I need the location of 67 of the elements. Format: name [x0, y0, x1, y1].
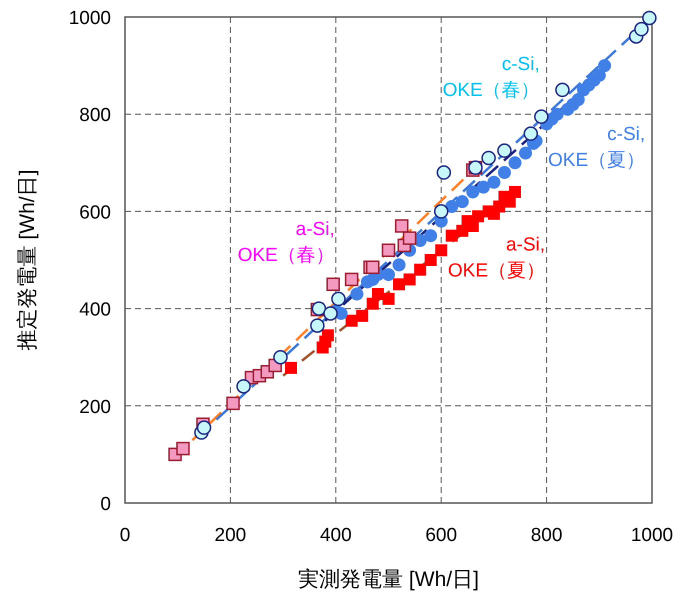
point — [322, 329, 334, 342]
point — [481, 150, 496, 166]
point — [356, 310, 368, 322]
point — [519, 146, 532, 160]
y-tick-label: 400 — [79, 300, 111, 321]
point — [402, 231, 416, 245]
x-tick-label: 400 — [320, 525, 352, 546]
point — [344, 272, 358, 286]
x-axis-title: 実測発電量 [Wh/日] — [298, 568, 479, 591]
point — [476, 180, 490, 194]
y-tick-label: 800 — [79, 105, 111, 126]
point — [350, 288, 364, 301]
point — [534, 109, 549, 124]
x-tick-label: 800 — [530, 525, 562, 546]
x-tick-label: 600 — [425, 525, 458, 546]
point — [446, 230, 458, 242]
point — [508, 156, 522, 170]
point — [331, 292, 346, 306]
point — [393, 278, 406, 290]
point — [456, 195, 469, 208]
y-tick-label: 0 — [100, 494, 111, 515]
point — [414, 264, 426, 276]
point — [382, 292, 394, 305]
x-tick-label: 1000 — [630, 525, 674, 546]
point — [572, 93, 585, 106]
point — [435, 244, 448, 256]
point — [550, 108, 564, 121]
point — [382, 268, 395, 282]
point — [524, 126, 538, 141]
point — [366, 260, 380, 274]
y-tick-label: 1000 — [68, 8, 111, 29]
series-label: a-Si, OKE（春） — [238, 219, 335, 266]
point — [555, 82, 570, 98]
y-tick-label: 200 — [79, 396, 111, 418]
point — [487, 176, 500, 189]
point — [404, 273, 416, 286]
point — [226, 396, 240, 410]
x-tick-label: 200 — [214, 525, 246, 546]
y-axis-title: 推定発電量 [Wh/日] — [16, 170, 39, 350]
point — [273, 350, 288, 364]
point — [323, 306, 338, 321]
point — [310, 318, 325, 333]
point — [285, 362, 298, 374]
series-label: c-Si, OKE（夏） — [548, 124, 646, 171]
point — [592, 68, 606, 82]
point — [466, 185, 480, 198]
point — [642, 10, 657, 26]
y-tick-label: 600 — [79, 202, 111, 224]
point — [424, 254, 437, 266]
point — [424, 229, 438, 242]
x-tick-label: 0 — [120, 525, 130, 546]
point — [634, 22, 649, 36]
point — [392, 258, 406, 272]
series-label: a-Si, OKE（夏） — [448, 234, 546, 282]
point — [497, 143, 512, 158]
point — [382, 244, 396, 258]
point — [326, 278, 340, 292]
point — [434, 204, 448, 219]
point — [346, 314, 358, 327]
point — [598, 59, 612, 72]
point — [498, 166, 511, 180]
point — [394, 219, 408, 233]
series-label: c-Si, OKE（春） — [442, 54, 540, 101]
point — [176, 442, 190, 456]
point — [436, 165, 452, 180]
point — [236, 379, 251, 394]
point — [196, 420, 212, 435]
